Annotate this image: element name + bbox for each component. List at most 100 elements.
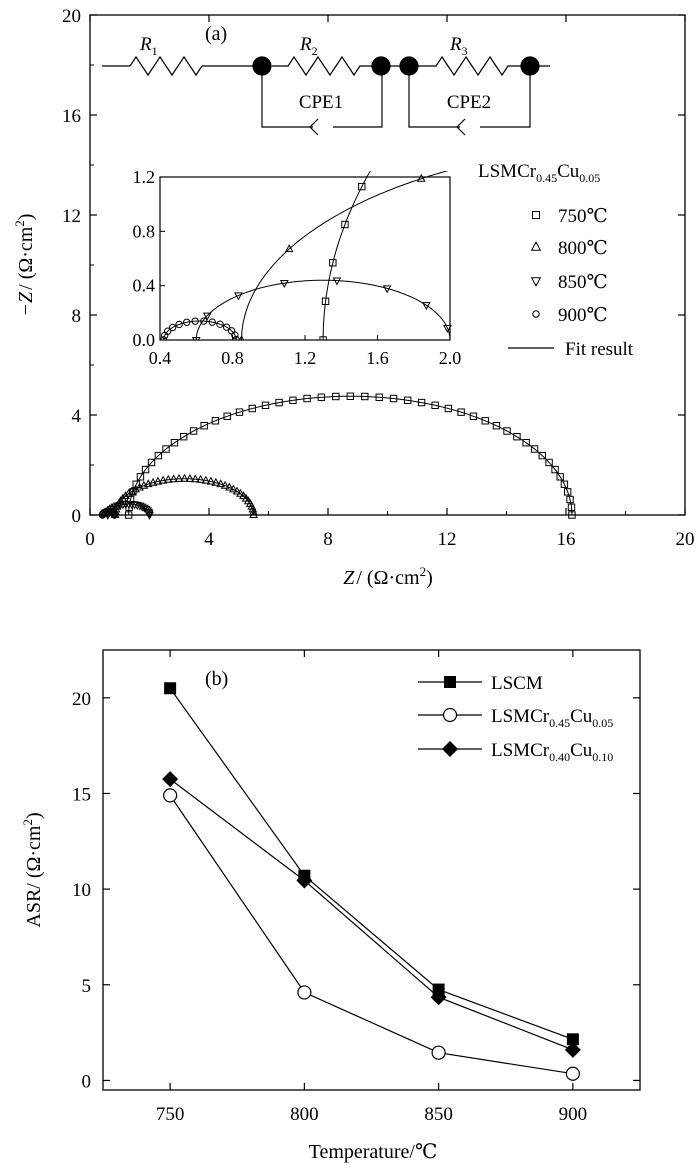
series-line: [169, 687, 574, 1040]
inset-x-tick-label: 0.8: [221, 348, 244, 368]
data-point: [236, 488, 245, 497]
inset-chart: 0.4 0.8 1.2 1.6 2.00.00.40.81.2: [133, 74, 462, 368]
circuit-node-3: [399, 56, 419, 76]
inset-data-point: [416, 173, 426, 182]
data-point: [249, 510, 258, 519]
resistor-r2: [272, 55, 372, 77]
data-point: [303, 394, 311, 403]
data-point: [430, 989, 447, 1006]
inset-data-point: [319, 336, 327, 340]
data-point: [565, 1066, 580, 1081]
legend-marker: [442, 741, 458, 757]
data-point: [170, 439, 179, 447]
data-point: [563, 488, 572, 496]
data-point: [566, 1033, 579, 1046]
inset-data-point: [231, 331, 239, 339]
panel-a-y-axis-label: −Z/ (Ω·cm2): [12, 214, 37, 317]
inset-fit-line: [195, 279, 451, 340]
inset-data-point: [202, 312, 212, 321]
y-tick-label: 20: [72, 689, 91, 710]
data-point: [190, 474, 200, 483]
legend-label-lscm: LSCM: [491, 673, 543, 694]
data-point: [289, 396, 297, 404]
legend-marker-triangle-up: [530, 241, 542, 251]
data-point: [296, 872, 313, 889]
y-tick-label: 0: [82, 1071, 92, 1092]
data-point: [185, 473, 195, 482]
inset-data-point: [234, 292, 243, 301]
data-point: [223, 412, 231, 420]
data-point: [174, 473, 184, 482]
series-line: [169, 795, 573, 1075]
x-tick-label: 900: [559, 1104, 588, 1125]
data-point: [220, 480, 230, 489]
data-point: [136, 473, 145, 481]
legend-marker: [442, 707, 458, 723]
x-tick-label: 750: [156, 1104, 185, 1125]
inset-data-point: [183, 318, 191, 326]
x-tick-label: 12: [438, 529, 457, 550]
inset-data-point: [406, 110, 412, 116]
inset-data-point: [437, 74, 443, 80]
inset-data-point: [222, 323, 231, 331]
cpe2-branch: [408, 66, 460, 128]
label-r3: R3: [449, 34, 468, 58]
label-r2: R2: [299, 34, 318, 58]
data-point: [196, 474, 205, 483]
x-tick-label: 850: [424, 1104, 453, 1125]
data-point: [229, 484, 238, 493]
circuit-node-2: [371, 56, 391, 76]
cpe1-branch-return: [333, 66, 383, 128]
panel-a-series: [98, 392, 576, 520]
legend-marker: [444, 676, 456, 688]
data-point: [513, 433, 521, 441]
panel-a-tick-labels: 0 4 8 12 16 20 0 4 8 12 16 20: [62, 6, 695, 550]
data-point: [560, 480, 569, 488]
legend-label-750: 750℃: [558, 206, 608, 227]
data-point: [141, 465, 150, 474]
data-point: [130, 501, 139, 510]
label-r1: R1: [139, 34, 158, 58]
inset-x-tick-label: 2.0: [439, 348, 462, 368]
data-point: [469, 412, 478, 420]
data-point: [216, 479, 225, 488]
circuit-node-1: [252, 56, 272, 76]
inset-series: [160, 74, 452, 340]
data-point: [551, 465, 559, 474]
label-cpe1: CPE1: [299, 92, 343, 113]
data-point: [131, 484, 140, 493]
x-tick-label: 0: [85, 529, 95, 550]
inset-y-tick-label: 0.4: [133, 276, 156, 296]
data-point: [417, 398, 426, 407]
inset-fit-line: [163, 320, 237, 340]
data-point: [162, 445, 170, 453]
data-point: [163, 474, 173, 483]
data-point: [530, 445, 539, 453]
data-point: [162, 771, 179, 788]
y-tick-label: 4: [72, 406, 82, 427]
legend-marker-circle: [532, 310, 540, 318]
data-point: [431, 401, 439, 409]
inset-data-point: [279, 280, 289, 288]
panel-b-series: [162, 682, 581, 1081]
inset-data-point: [380, 146, 386, 152]
inset-data-point: [321, 297, 330, 306]
data-point: [457, 408, 465, 416]
inset-x-tick-label: 1.2: [294, 348, 317, 368]
data-point: [522, 439, 530, 447]
data-point: [179, 433, 188, 441]
data-point: [144, 510, 154, 519]
equivalent-circuit: [102, 55, 550, 136]
data-point: [180, 473, 189, 482]
inset-data-point: [216, 320, 224, 328]
data-point: [346, 392, 355, 400]
cpe1-symbol: [309, 118, 319, 136]
data-point: [538, 451, 546, 460]
y-tick-label: 10: [72, 880, 91, 901]
data-point: [389, 394, 398, 403]
legend-label-900: 900℃: [558, 305, 608, 326]
data-point: [567, 503, 576, 511]
inset-fit-line: [241, 171, 449, 340]
data-point: [225, 482, 234, 491]
